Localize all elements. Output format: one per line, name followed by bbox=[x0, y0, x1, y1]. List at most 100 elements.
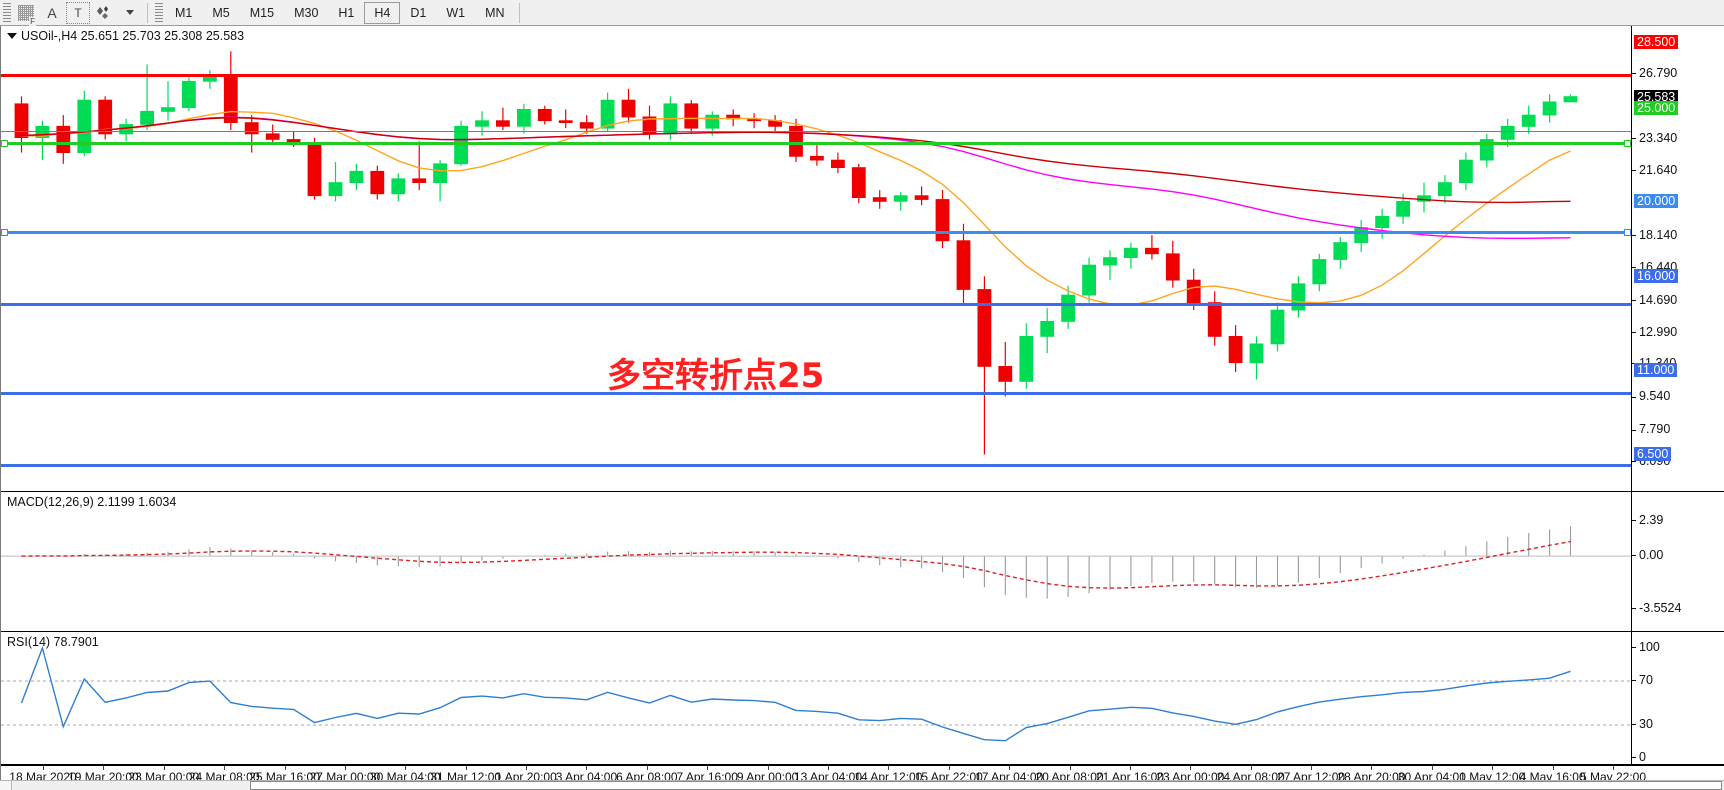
level-line-20000[interactable] bbox=[1, 229, 1631, 236]
price-axis[interactable]: 26.790 23.340 21.640 18.140 16.440 14.690 12.9… bbox=[1631, 26, 1724, 491]
toolbar-grip-2[interactable] bbox=[155, 2, 163, 23]
price-pane-title: USOil-,H4 25.651 25.703 25.308 25.583 bbox=[7, 29, 244, 43]
candle bbox=[1019, 323, 1034, 389]
timeframe-m30[interactable]: M30 bbox=[294, 5, 319, 20]
candle bbox=[328, 162, 343, 202]
toolbar-grip-1[interactable] bbox=[3, 2, 11, 23]
rsi-plot-area[interactable] bbox=[1, 632, 1631, 764]
level-line-6500[interactable] bbox=[1, 464, 1631, 467]
objects-dropdown-icon[interactable] bbox=[118, 2, 142, 24]
candle bbox=[1354, 220, 1369, 252]
candle bbox=[914, 186, 929, 206]
macd-plot-area[interactable] bbox=[1, 492, 1631, 631]
price-label-25-583[interactable]: 25.583 bbox=[1634, 89, 1679, 104]
timeframe-d1[interactable]: D1 bbox=[410, 5, 427, 20]
timeframe-mn[interactable]: MN bbox=[485, 5, 505, 20]
candle bbox=[1124, 242, 1138, 269]
macd-tick-35524: -3.5524 bbox=[1632, 601, 1681, 615]
price-label-11-000[interactable]: 11.000 bbox=[1634, 363, 1678, 378]
candle bbox=[1521, 105, 1536, 134]
candle bbox=[1417, 182, 1431, 213]
candle bbox=[747, 113, 761, 129]
price-tick-23-340: 23.340 bbox=[1632, 131, 1677, 145]
candle bbox=[412, 141, 427, 191]
price-label-6-500[interactable]: 6.500 bbox=[1634, 447, 1672, 462]
time-tick-mark bbox=[526, 766, 528, 770]
macd-axis[interactable]: 2.39 0.00 -3.5524 bbox=[1631, 492, 1724, 631]
candle bbox=[433, 160, 448, 202]
candle bbox=[202, 70, 217, 89]
candle bbox=[956, 223, 971, 305]
price-tick-21-640: 21.640 bbox=[1632, 163, 1677, 177]
price-label-25-000[interactable]: 25.000 bbox=[1634, 100, 1679, 115]
level-handle-20000-left[interactable] bbox=[1, 229, 8, 236]
candle bbox=[789, 118, 803, 162]
price-tick-18-140: 18.140 bbox=[1632, 229, 1677, 242]
horizontal-scrollbar[interactable] bbox=[250, 781, 1722, 790]
macd-tick-000: 0.00 bbox=[1632, 549, 1663, 562]
time-tick-mark bbox=[1613, 766, 1614, 770]
time-tick-mark bbox=[1129, 766, 1131, 770]
price-tick-7-790: 7.790 bbox=[1632, 423, 1670, 436]
level-line-25583[interactable] bbox=[1, 131, 1631, 132]
candle bbox=[1207, 291, 1222, 346]
candle bbox=[621, 88, 636, 123]
rsi-pane: RSI(14) 78.7901 100 70 30 0 bbox=[1, 632, 1724, 765]
level-line-28500[interactable] bbox=[1, 74, 1631, 77]
time-tick-mark bbox=[1250, 766, 1252, 770]
timeframe-m1[interactable]: M1 bbox=[175, 5, 193, 20]
level-handle-20000-right[interactable] bbox=[1624, 229, 1631, 236]
timeframe-m15[interactable]: M15 bbox=[249, 5, 275, 20]
time-tick-mark bbox=[103, 766, 105, 770]
chart-annotation-text[interactable]: 多空转折点25 bbox=[607, 356, 825, 396]
collapse-arrow-icon[interactable] bbox=[7, 33, 17, 39]
candle bbox=[1082, 257, 1096, 303]
candle bbox=[1061, 285, 1075, 329]
text-box-icon[interactable]: T bbox=[66, 1, 90, 24]
timeframe-m5[interactable]: M5 bbox=[212, 5, 230, 20]
price-label-16-000[interactable]: 16.000 bbox=[1634, 269, 1679, 284]
rsi-tick-30: 30 bbox=[1632, 718, 1653, 731]
candle bbox=[181, 77, 196, 112]
candle bbox=[1270, 302, 1285, 352]
timeframe-w1[interactable]: W1 bbox=[446, 5, 466, 20]
crosshair-f-icon[interactable] bbox=[14, 2, 38, 26]
candle bbox=[1459, 152, 1473, 191]
candle bbox=[1228, 325, 1243, 372]
level-line-11000[interactable] bbox=[1, 392, 1631, 395]
objects-icon[interactable] bbox=[92, 2, 116, 24]
candle bbox=[537, 105, 552, 125]
text-label-icon[interactable]: A bbox=[47, 4, 57, 21]
price-label-28-500[interactable]: 28.500 bbox=[1634, 34, 1679, 49]
candle bbox=[1479, 133, 1494, 168]
scroll-corner[interactable] bbox=[0, 781, 12, 790]
candle bbox=[977, 276, 992, 455]
candle bbox=[1249, 336, 1264, 380]
price-tick-26-790: 26.790 bbox=[1632, 67, 1677, 80]
time-tick-mark bbox=[224, 766, 226, 770]
candle bbox=[1291, 276, 1306, 318]
time-tick-mark bbox=[284, 766, 286, 770]
macd-chart-svg bbox=[1, 526, 1631, 599]
time-axis[interactable]: 18 Mar 2020 19 Mar 20:00 23 Mar 00:00 24 Ma… bbox=[1, 765, 1724, 789]
bottom-scroll-strip bbox=[0, 780, 1724, 790]
timeframe-h1[interactable]: H1 bbox=[338, 5, 355, 20]
level-handle-25000-right[interactable] bbox=[1624, 140, 1631, 147]
candle bbox=[98, 96, 113, 140]
timeframe-h4[interactable]: H4 bbox=[364, 1, 401, 24]
candle bbox=[935, 190, 950, 249]
price-label-20-000[interactable]: 20.000 bbox=[1634, 194, 1679, 209]
rsi-axis[interactable]: 100 70 30 0 bbox=[1631, 632, 1724, 764]
price-tick-9-540: 9.540 bbox=[1632, 390, 1670, 403]
toolbar-separator-2 bbox=[518, 2, 520, 23]
level-line-16000[interactable] bbox=[1, 303, 1631, 306]
candle bbox=[307, 137, 322, 200]
candle bbox=[495, 107, 510, 131]
rsi-tick-70: 70 bbox=[1632, 674, 1653, 687]
candle bbox=[1542, 94, 1557, 123]
price-plot-area[interactable]: 多空转折点25 bbox=[1, 26, 1631, 491]
time-tick-mark bbox=[1431, 766, 1433, 770]
level-handle-25000-left[interactable] bbox=[1, 140, 8, 147]
level-line-25000[interactable] bbox=[1, 140, 1631, 147]
